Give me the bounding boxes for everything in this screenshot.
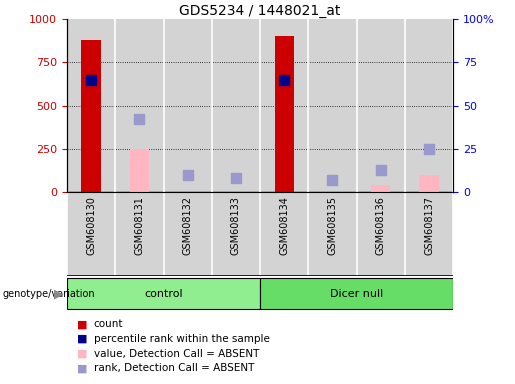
Text: control: control (144, 289, 183, 299)
Bar (405, 19, 453, 192)
Bar (356, 192, 405, 276)
Bar (405, 192, 453, 276)
Bar (212, 192, 260, 276)
Point (376, 167, 385, 173)
Point (329, 177, 337, 183)
Bar (67, 192, 115, 276)
Bar (130, 149, 149, 192)
Point (183, 172, 192, 178)
Text: ■: ■ (77, 319, 88, 329)
Text: GSM608134: GSM608134 (279, 196, 289, 255)
Text: percentile rank within the sample: percentile rank within the sample (94, 334, 270, 344)
Bar (115, 192, 163, 276)
Text: GSM608136: GSM608136 (376, 196, 386, 255)
Text: Dicer null: Dicer null (330, 289, 383, 299)
Text: ■: ■ (77, 363, 88, 373)
Bar (419, 175, 439, 192)
Text: GSM608137: GSM608137 (424, 196, 434, 255)
Point (135, 116, 144, 122)
Text: rank, Detection Call = ABSENT: rank, Detection Call = ABSENT (94, 363, 254, 373)
Bar (67, 278, 260, 310)
Bar (274, 36, 294, 192)
Bar (260, 278, 453, 310)
Text: value, Detection Call = ABSENT: value, Detection Call = ABSENT (94, 349, 259, 359)
Text: genotype/variation: genotype/variation (3, 289, 95, 299)
Bar (163, 192, 212, 276)
Point (425, 146, 433, 152)
Text: ■: ■ (77, 334, 88, 344)
Text: GSM608131: GSM608131 (134, 196, 144, 255)
Text: GSM608135: GSM608135 (328, 196, 337, 255)
Text: GSM608132: GSM608132 (183, 196, 193, 255)
Bar (356, 19, 405, 192)
Point (87, 77, 95, 83)
Bar (212, 19, 260, 192)
Point (280, 77, 288, 83)
Text: GSM608130: GSM608130 (86, 196, 96, 255)
Text: ■: ■ (77, 349, 88, 359)
Bar (115, 19, 163, 192)
Point (232, 175, 240, 181)
Bar (371, 185, 390, 192)
Bar (81, 40, 101, 192)
Bar (260, 19, 308, 192)
Text: ▶: ▶ (55, 287, 64, 300)
Bar (260, 192, 308, 276)
Text: GSM608133: GSM608133 (231, 196, 241, 255)
Text: count: count (94, 319, 123, 329)
Title: GDS5234 / 1448021_at: GDS5234 / 1448021_at (179, 4, 341, 18)
Bar (308, 192, 356, 276)
Bar (308, 19, 356, 192)
Bar (163, 19, 212, 192)
Bar (67, 19, 115, 192)
